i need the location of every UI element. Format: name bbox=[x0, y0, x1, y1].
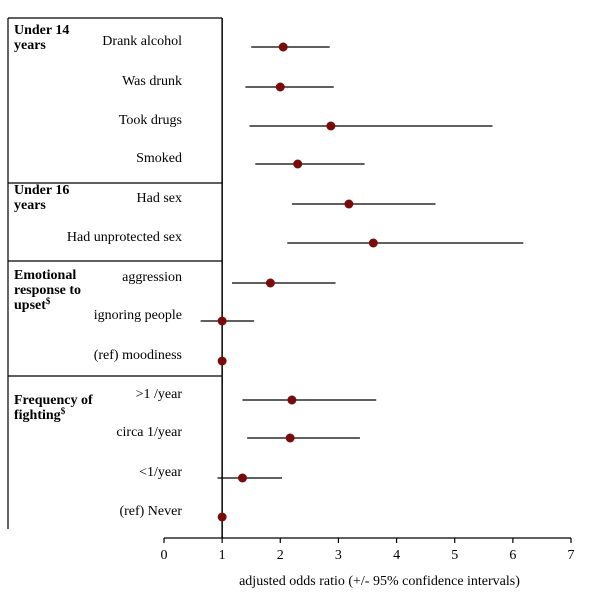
group-title: Frequency of bbox=[14, 393, 93, 408]
group-title: Emotional bbox=[14, 268, 76, 283]
group-title: years bbox=[14, 38, 46, 53]
point-estimate bbox=[287, 395, 297, 405]
point-estimate bbox=[344, 199, 354, 209]
row-label: Smoked bbox=[136, 151, 182, 166]
group-title: upset$ bbox=[14, 296, 51, 313]
group-title: Under 16 bbox=[14, 183, 69, 198]
row-label: (ref) Never bbox=[119, 504, 182, 519]
group-title: response to bbox=[14, 283, 81, 298]
row-label: Was drunk bbox=[122, 74, 182, 89]
x-tick-label: 1 bbox=[219, 548, 226, 563]
x-tick-label: 3 bbox=[335, 548, 342, 563]
row-label: Had sex bbox=[137, 191, 183, 206]
point-estimate bbox=[293, 159, 303, 169]
x-tick-label: 5 bbox=[451, 548, 458, 563]
row-label: Had unprotected sex bbox=[67, 230, 182, 245]
point-estimate bbox=[278, 42, 288, 52]
x-tick-label: 6 bbox=[509, 548, 516, 563]
point-estimate bbox=[217, 356, 227, 366]
x-tick-label: 2 bbox=[277, 548, 284, 563]
point-estimate bbox=[275, 82, 285, 92]
row-label: (ref) moodiness bbox=[94, 348, 182, 363]
row-label: ignoring people bbox=[94, 308, 182, 323]
point-estimate bbox=[326, 121, 336, 131]
row-label: circa 1/year bbox=[116, 425, 182, 440]
group-title-superscript: $ bbox=[46, 296, 51, 306]
row-label: Took drugs bbox=[119, 113, 182, 128]
x-tick-label: 0 bbox=[161, 548, 168, 563]
x-tick-label: 4 bbox=[393, 548, 400, 563]
point-estimate bbox=[265, 278, 275, 288]
row-label: Drank alcohol bbox=[102, 34, 182, 49]
x-axis-label: adjusted odds ratio (+/- 95% confidence … bbox=[239, 574, 520, 589]
point-estimate bbox=[368, 238, 378, 248]
point-estimate bbox=[285, 433, 295, 443]
group-title: Under 14 bbox=[14, 23, 69, 38]
row-label: aggression bbox=[122, 270, 182, 285]
point-estimate bbox=[237, 473, 247, 483]
point-estimate bbox=[217, 316, 227, 326]
group-title: years bbox=[14, 198, 46, 213]
point-estimate bbox=[217, 512, 227, 522]
row-label: <1/year bbox=[139, 465, 182, 480]
group-title-superscript: $ bbox=[61, 406, 66, 416]
x-tick-label: 7 bbox=[568, 548, 575, 563]
group-title: fighting$ bbox=[14, 406, 66, 423]
row-label: >1 /year bbox=[136, 387, 183, 402]
